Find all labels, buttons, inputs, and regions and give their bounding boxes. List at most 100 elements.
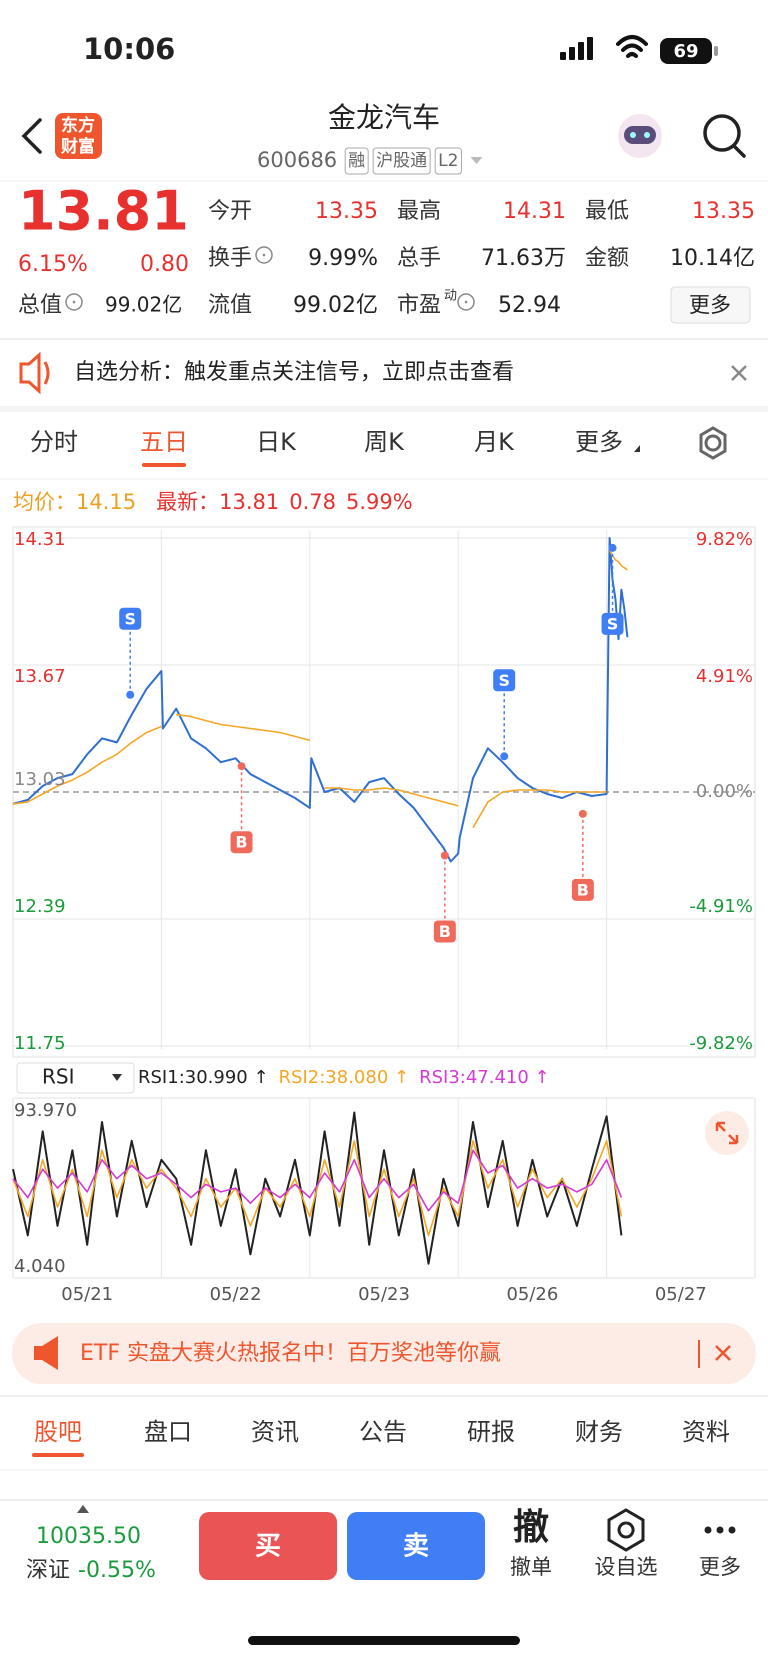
info-icon [65,293,83,311]
clock: 10:06 [83,32,175,66]
stock-code: 600686 [257,148,337,172]
y2-tick-label: -4.91% [689,896,753,917]
signal-badge [433,920,456,943]
rsi-selector[interactable] [16,1062,135,1094]
y2-tick-label: 9.82% [696,529,753,550]
content-tab: 资料 [682,1418,730,1446]
label: 均价： [13,490,76,514]
signal-point [578,809,587,818]
signal-label: S [498,671,510,690]
tag-box [372,147,431,175]
y-tick-label: 93.970 [14,1100,77,1121]
divider [0,406,768,412]
cell-signal [560,37,593,60]
signal-badge [119,607,142,630]
label: 14.15 [76,490,136,514]
index-value: 10035.50 [36,1524,141,1549]
info-dots [464,300,468,304]
promo-banner[interactable] [12,1323,756,1384]
divider [0,338,768,340]
active-tab-indicator [32,1453,84,1457]
search-button[interactable] [703,114,746,158]
y2-tick-label: 4.91% [696,666,753,687]
wifi-icon [616,35,648,58]
y-tick-label: 14.31 [14,529,66,550]
watchlist-icon[interactable] [607,1508,645,1552]
x-tick-label: 05/21 [61,1284,113,1305]
tag-box [434,147,462,175]
index-name: 深证 [26,1558,70,1583]
battery-tip [714,46,718,56]
avatar-icon[interactable] [618,114,662,158]
battery-body [660,38,712,64]
signal-point [237,762,246,771]
field-label: 总值 [18,293,62,318]
signal-point [126,690,135,699]
back-button[interactable] [21,118,42,154]
x-tick-label: 05/27 [655,1284,707,1305]
signal-point [608,543,617,552]
app-logo [55,113,102,159]
expand-button[interactable] [705,1111,749,1155]
x-tick-label: 05/22 [210,1284,262,1305]
sell-button[interactable] [347,1512,485,1580]
index-change: -0.55% [78,1558,156,1583]
series-line [12,549,628,829]
label: 0.78 [289,490,336,514]
legend-entry: RSI2:38.080 ↑ [279,1067,410,1088]
y-tick-label: 13.67 [14,666,66,687]
series-line [12,1111,623,1265]
settings-button[interactable] [699,426,727,460]
logo-text: 东方 [61,115,95,136]
field-value: 14.31 [503,199,566,224]
banner-close[interactable] [715,1345,731,1361]
megaphone-icon [34,1336,58,1370]
field-value: 52.94 [498,293,561,318]
signal-point [500,752,509,761]
label: 最新： [156,490,219,514]
dropdown-arrow [112,1074,122,1081]
y-tick-label: 13.03 [14,769,66,790]
banner-text: ETF 实盘大赛火热报名中！百万奖池等你赢 [80,1341,501,1366]
signal-label: B [235,833,247,852]
content-tab: 股吧 [34,1418,82,1446]
chart-tab: 分时 [30,428,78,456]
info-icon [457,293,475,311]
signal-badge [493,669,516,692]
field-value: 99.02亿 [105,293,182,317]
label: 5.99% [346,490,413,514]
more-icon[interactable] [704,1526,736,1534]
home-indicator [248,1636,520,1645]
buy-button[interactable] [199,1512,337,1580]
x-tick-label: 05/23 [358,1284,410,1305]
close-notice[interactable] [731,365,747,381]
field-value: 13.35 [315,199,378,224]
series-line [12,537,629,863]
field-value: 13.35 [692,199,755,224]
chart-tab: 更多 [575,428,623,456]
signal-label: B [439,922,451,941]
label: 13.81 [219,490,279,514]
field-label: 换手 [208,246,252,271]
y2-tick-label: -9.82% [689,1033,753,1054]
field-value: 71.63万 [481,246,566,271]
info-dots [72,300,76,304]
index-arrow [77,1505,89,1513]
chart-tab: 周K [364,428,405,456]
last-price: 13.81 [18,180,189,243]
signal-label: S [124,609,136,628]
stock-tag: L2 [438,151,458,171]
content-tab: 研报 [467,1418,515,1446]
field-label: 总手 [397,246,441,271]
logo-text: 财富 [60,136,95,157]
field-label: 金额 [585,246,629,271]
more-button[interactable] [670,286,751,324]
field-label: 今开 [208,199,252,224]
stock-name: 金龙汽车 [328,101,440,134]
signal-badge [571,878,594,901]
field-value: 99.02亿 [293,293,378,318]
legend-entry: RSI1:30.990 ↑ [138,1067,269,1088]
field-value: 10.14亿 [670,246,755,271]
signal-badge [601,612,624,635]
signal-point [440,851,449,860]
